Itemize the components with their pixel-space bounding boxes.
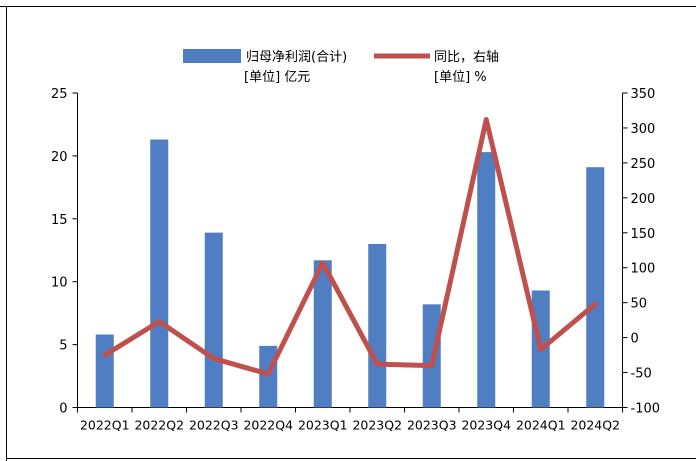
x-tick-label: 2023Q4 [461,418,511,433]
right-tick-label: 350 [631,87,656,102]
x-tick-label: 2023Q2 [352,418,402,433]
legend-line-unit: [单位] % [434,70,487,85]
x-tick-label: 2023Q3 [407,418,457,433]
profit-bar [150,139,169,408]
right-tick-label: -50 [631,367,652,382]
profit-bar [313,260,332,408]
right-tick-label: 200 [631,192,656,207]
right-tick-label: 0 [631,332,639,347]
right-tick-label: 150 [631,227,656,242]
x-axis-ticks: 2022Q1 2022Q2 2022Q3 2022Q4 2023Q1 2023Q2 2023… [77,407,623,433]
right-tick-label: -100 [631,402,661,417]
x-tick-label: 2022Q4 [243,418,293,433]
x-tick-label: 2024Q2 [570,418,620,433]
yoy-line [102,117,598,377]
profit-bar [204,232,223,408]
left-tick-label: 10 [51,276,68,291]
x-tick-label: 2022Q3 [189,418,239,433]
x-tick-label: 2023Q1 [298,418,348,433]
profit-bar [368,243,387,408]
left-axis-ticks: 0 5 10 15 20 25 [51,87,78,417]
left-tick-label: 25 [51,87,68,102]
x-tick-label: 2024Q1 [516,418,566,433]
right-tick-label: 100 [631,262,656,277]
right-tick-label: 50 [631,297,648,312]
left-tick-label: 5 [59,339,67,354]
right-tick-label: 250 [631,157,656,172]
profit-bar [95,334,114,408]
right-tick-label: 300 [631,122,656,137]
profit-bar [477,152,496,408]
legend-bar-unit: [单位] 亿元 [244,70,310,85]
right-axis-ticks: -100 -50 0 50 100 150 200 250 300 350 [622,87,661,417]
x-tick-label: 2022Q2 [134,418,184,433]
left-tick-label: 20 [51,150,68,165]
profit-bar [259,345,278,408]
bar-series [95,139,605,408]
x-tick-label: 2022Q1 [80,418,130,433]
line-series [102,117,598,377]
legend-bar-swatch [183,49,241,63]
profit-bar [586,167,605,408]
left-tick-label: 15 [51,213,68,228]
legend-line-name: 同比，右轴 [434,50,499,65]
left-tick-label: 0 [59,402,67,417]
legend: 归母净利润(合计) [单位] 亿元 同比，右轴 [单位] % [183,49,499,85]
legend-bar-name: 归母净利润(合计) [246,50,347,65]
